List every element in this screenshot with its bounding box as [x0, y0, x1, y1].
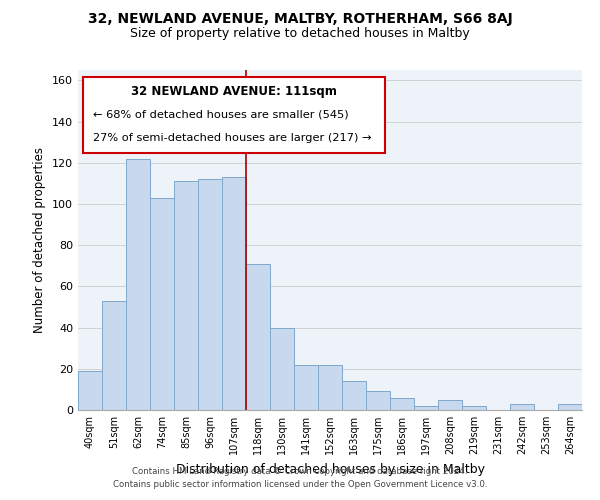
Text: 32 NEWLAND AVENUE: 111sqm: 32 NEWLAND AVENUE: 111sqm	[131, 86, 337, 98]
Bar	[558, 404, 582, 410]
Text: 27% of semi-detached houses are larger (217) →: 27% of semi-detached houses are larger (…	[93, 133, 371, 143]
Text: Contains public sector information licensed under the Open Government Licence v3: Contains public sector information licen…	[113, 480, 487, 489]
Bar	[222, 177, 246, 410]
Bar	[414, 406, 438, 410]
Bar	[294, 364, 318, 410]
Bar	[270, 328, 294, 410]
Bar	[126, 158, 150, 410]
Y-axis label: Number of detached properties: Number of detached properties	[34, 147, 46, 333]
Bar	[102, 301, 126, 410]
Bar	[150, 198, 174, 410]
Bar	[198, 179, 222, 410]
Bar	[174, 182, 198, 410]
Text: Contains HM Land Registry data © Crown copyright and database right 2024.: Contains HM Land Registry data © Crown c…	[132, 467, 468, 476]
Bar	[510, 404, 534, 410]
Text: 32, NEWLAND AVENUE, MALTBY, ROTHERHAM, S66 8AJ: 32, NEWLAND AVENUE, MALTBY, ROTHERHAM, S…	[88, 12, 512, 26]
FancyBboxPatch shape	[83, 77, 385, 154]
Bar	[438, 400, 462, 410]
Bar	[390, 398, 414, 410]
X-axis label: Distribution of detached houses by size in Maltby: Distribution of detached houses by size …	[176, 462, 485, 475]
Bar	[462, 406, 486, 410]
Bar	[342, 381, 366, 410]
Bar	[246, 264, 270, 410]
Bar	[78, 371, 102, 410]
Bar	[366, 392, 390, 410]
Bar	[318, 364, 342, 410]
Text: Size of property relative to detached houses in Maltby: Size of property relative to detached ho…	[130, 28, 470, 40]
Text: ← 68% of detached houses are smaller (545): ← 68% of detached houses are smaller (54…	[93, 109, 349, 119]
